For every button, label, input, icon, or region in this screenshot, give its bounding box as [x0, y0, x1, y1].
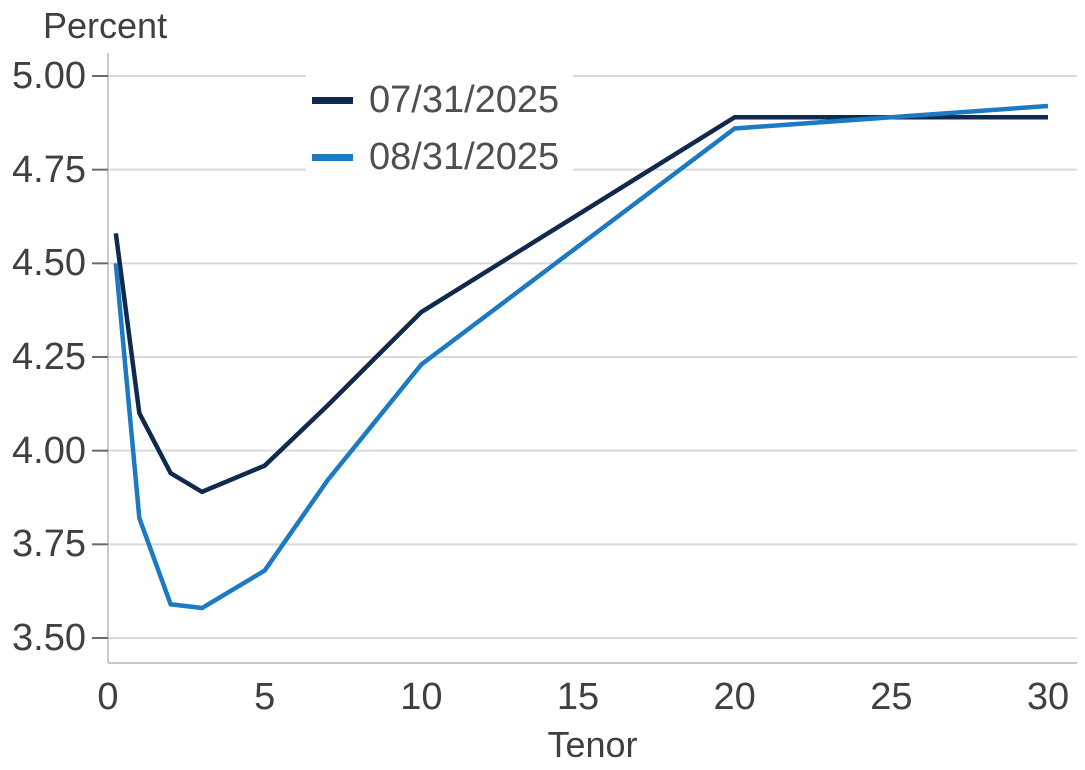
x-tick-label-25: 25	[870, 676, 913, 718]
series-line-08-31-2025	[113, 103, 1049, 611]
x-tick-label-30: 30	[1026, 676, 1070, 718]
x-tick-label-20: 20	[713, 676, 756, 718]
y-tick-label-3.50: 3.50	[12, 617, 86, 659]
series-line-07-31-2025	[113, 114, 1048, 495]
y-tick-label-4.75: 4.75	[12, 148, 86, 191]
legend-label-0731: 07/31/2025	[369, 79, 560, 121]
x-axis-title: Tenor	[547, 724, 638, 765]
y-axis-unit-title: Percent	[43, 5, 168, 46]
y-tick-label-4.50: 4.50	[12, 242, 86, 285]
legend-item-0831: 08/31/2025	[312, 129, 559, 186]
x-tick-label-10: 10	[400, 676, 443, 718]
y-tick-label-3.75: 3.75	[12, 523, 86, 566]
y-tick-label-4.25: 4.25	[12, 336, 86, 378]
x-tick-label-15: 15	[556, 676, 600, 718]
legend-item-0731: 07/31/2025	[312, 72, 559, 129]
y-tick-label-5.00: 5.00	[12, 55, 86, 97]
legend-swatch-dark-line-icon	[312, 97, 353, 104]
x-tick-label-0: 0	[97, 676, 119, 718]
legend-label-0831: 08/31/2025	[369, 136, 560, 178]
legend-swatch-light-line-icon	[312, 154, 353, 161]
legend: 07/31/2025 08/31/2025	[306, 72, 574, 186]
x-tick-label-5: 5	[254, 676, 276, 718]
y-tick-label-4.00: 4.00	[12, 429, 86, 472]
